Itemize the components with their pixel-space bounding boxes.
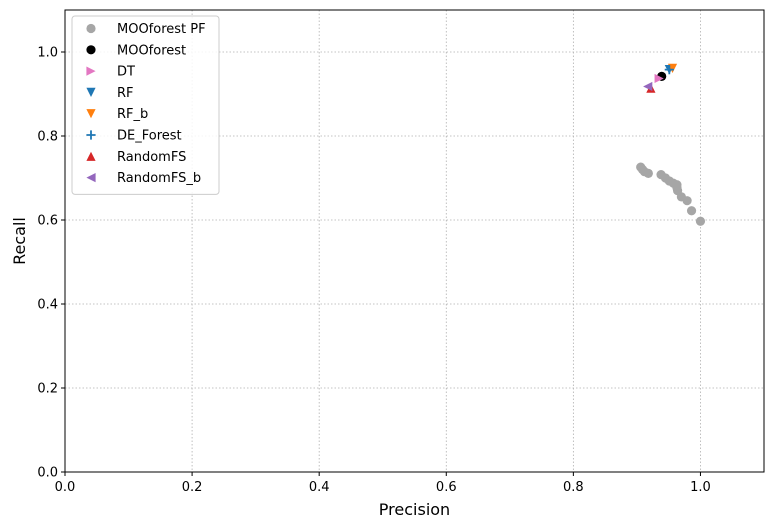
legend-label: DE_Forest <box>117 129 182 144</box>
legend-label: MOOforest PF <box>117 22 206 37</box>
legend-label: RandomFS_b <box>117 171 201 186</box>
legend-label: RandomFS <box>117 150 186 165</box>
legend-box <box>71 15 220 195</box>
y-axis-label: Recall <box>10 217 29 265</box>
legend-label: MOOforest <box>117 43 186 58</box>
plot-frame <box>64 9 765 473</box>
randomfs-b-point <box>643 81 653 92</box>
legend-label: DT <box>117 65 135 80</box>
x-tick-label: 1.0 <box>690 480 711 495</box>
axis-ticks: 0.0 0.2 0.4 0.6 0.8 1.0 0.0 0.2 0.4 0.6 0.8 1.0 <box>37 46 710 496</box>
x-tick-label: 0.8 <box>563 480 584 495</box>
x-tick-label: 0.6 <box>436 480 457 495</box>
y-tick-label: 0.6 <box>37 214 58 229</box>
legend-marker <box>86 45 96 55</box>
y-tick-label: 0.2 <box>37 382 58 397</box>
legend-marker <box>86 23 96 34</box>
legend-marker <box>86 173 96 183</box>
x-tick-label: 0.4 <box>309 480 330 495</box>
legend-label: RF <box>117 86 134 101</box>
x-tick-label: 0.0 <box>55 480 76 495</box>
data-points <box>636 63 706 226</box>
mooforest-pf-point <box>682 196 692 206</box>
mooforest-pf-point <box>643 168 653 178</box>
legend-marker <box>86 109 96 119</box>
y-tick-label: 0.4 <box>37 298 58 313</box>
legend-label: RF_b <box>117 107 148 122</box>
x-axis-label: Precision <box>379 500 450 519</box>
legend: MOOforest PF MOOforest DT RF RF_b DE_Forest Ra… <box>71 15 220 195</box>
legend-marker <box>86 66 96 76</box>
y-tick-label: 0.8 <box>37 130 58 145</box>
legend-marker <box>86 151 96 161</box>
x-tick-label: 0.2 <box>182 480 203 495</box>
y-tick-label: 1.0 <box>37 46 58 61</box>
legend-marker <box>86 130 96 140</box>
dt-point <box>654 73 664 84</box>
legend-marker <box>86 87 96 97</box>
de-forest-point <box>664 65 674 75</box>
mooforest-pf-point <box>686 206 697 216</box>
mooforest-pf-point <box>695 216 706 226</box>
y-tick-label: 0.0 <box>37 466 58 481</box>
